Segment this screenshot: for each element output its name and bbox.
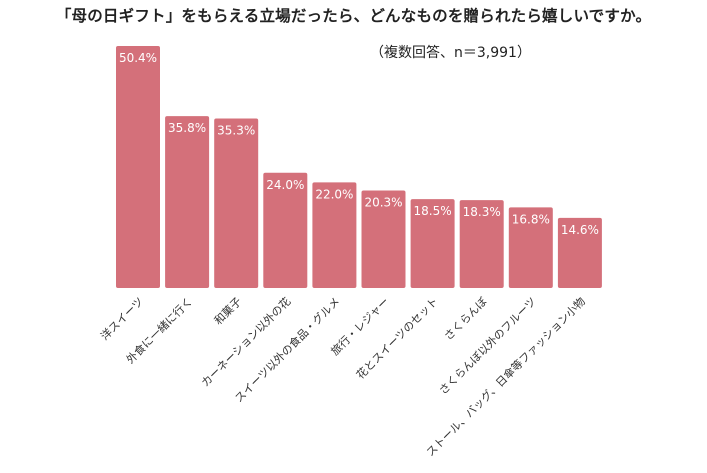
bar-value-label: 24.0% <box>266 178 304 192</box>
bar <box>508 207 553 288</box>
bar <box>361 190 406 288</box>
bar-value-label: 14.6% <box>561 223 599 237</box>
bar-value-label: 18.5% <box>414 204 452 218</box>
category-label: 花とスイーツのセット <box>354 295 441 382</box>
category-label: 洋スイーツ <box>97 294 146 343</box>
chart-title: 「母の日ギフト」をもらえる立場だったら、どんなものを贈られたら嬉しいですか。 <box>55 7 652 25</box>
bar <box>116 46 160 288</box>
category-label: スイーツ以外の食品・グルメ <box>232 294 343 405</box>
bar <box>312 182 357 288</box>
bar-value-label: 18.3% <box>463 205 501 219</box>
category-label: カーネーション以外の花 <box>199 295 294 390</box>
category-label: 和菓子 <box>212 295 245 328</box>
bar-value-label: 35.3% <box>217 124 255 138</box>
bar <box>165 116 210 288</box>
bar-value-label: 22.0% <box>315 187 353 201</box>
bar <box>557 217 602 288</box>
bar-value-label: 20.3% <box>364 196 402 210</box>
category-label: さくらんぼ以外のフルーツ <box>437 295 539 397</box>
bar-value-label: 16.8% <box>512 212 550 226</box>
sample-note: （複数回答、n＝3,991） <box>370 45 531 61</box>
bar <box>214 118 259 288</box>
category-label: さくらんぼ <box>442 295 490 343</box>
bar <box>459 200 504 288</box>
bar-value-label: 50.4% <box>119 51 157 65</box>
bar <box>410 199 455 288</box>
bar-value-label: 35.8% <box>168 121 206 135</box>
bar <box>263 172 308 288</box>
